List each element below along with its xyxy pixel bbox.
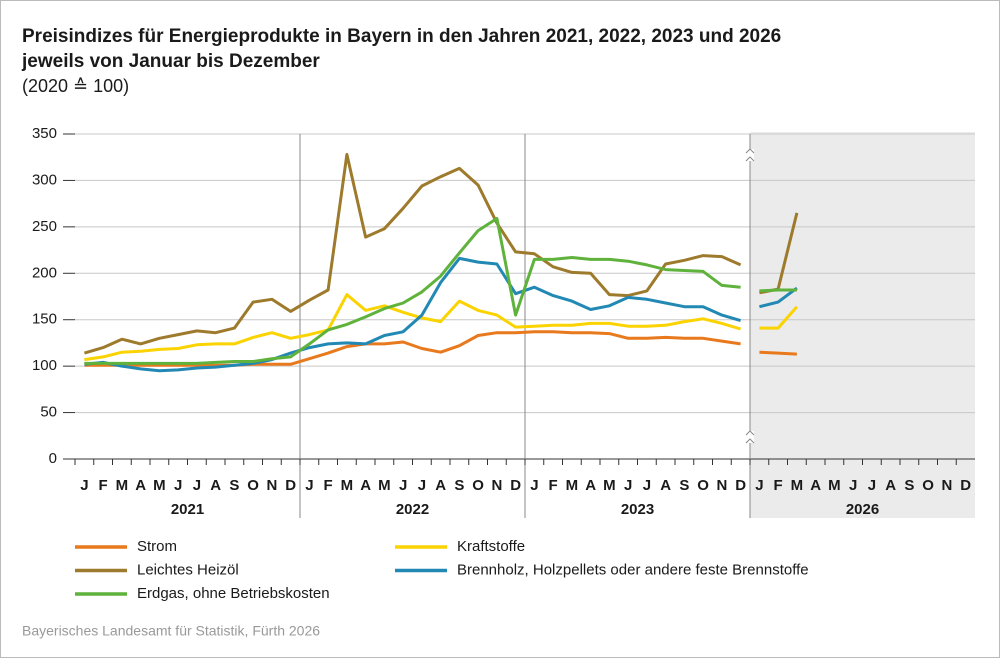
x-tick-label: D [285,477,296,494]
x-tick-label: A [135,477,146,494]
x-tick-label: J [305,477,313,494]
legend-label: Erdgas, ohne Betriebskosten [137,585,330,602]
year-label: 2026 [846,501,879,518]
x-tick-label: J [399,477,407,494]
x-tick-label: J [193,477,201,494]
axis-break-gap [746,431,754,443]
x-tick-label: M [791,477,804,494]
x-tick-label: A [360,477,371,494]
x-tick-label: J [174,477,182,494]
legend-label: Strom [137,538,177,555]
x-tick-label: A [210,477,221,494]
x-tick-label: N [491,477,502,494]
x-tick-label: F [324,477,333,494]
x-tick-label: D [960,477,971,494]
x-tick-label: M [566,477,579,494]
x-tick-label: J [643,477,651,494]
x-tick-label: O [697,477,709,494]
x-tick-label: J [755,477,763,494]
legend-label: Kraftstoffe [457,538,525,555]
chart-title: Preisindizes für Energieprodukte in Baye… [22,26,781,47]
x-tick-label: S [454,477,464,494]
y-tick-label: 150 [32,311,57,328]
x-tick-label: N [266,477,277,494]
source: Bayerisches Landesamt für Statistik, Für… [22,623,320,639]
year-label: 2022 [396,501,429,518]
x-tick-label: M [153,477,166,494]
y-tick-label: 350 [32,125,57,142]
x-tick-label: J [530,477,538,494]
x-tick-label: S [679,477,689,494]
x-tick-label: S [229,477,239,494]
x-tick-label: N [716,477,727,494]
x-tick-label: F [99,477,108,494]
axis-break-gap [746,149,754,161]
year-label: 2023 [621,501,654,518]
x-tick-label: A [585,477,596,494]
y-tick-label: 50 [40,404,57,421]
y-tick-label: 100 [32,357,57,374]
x-tick-label: M [603,477,616,494]
series-line [84,330,797,367]
x-tick-label: M [116,477,129,494]
x-tick-label: J [80,477,88,494]
y-tick-label: 300 [32,171,57,188]
series-line [84,256,798,373]
x-tick-label: S [904,477,914,494]
y-tick-label: 200 [32,264,57,281]
legend-label: Leichtes Heizöl [137,561,239,578]
legend-label: Brennholz, Holzpellets oder andere feste… [457,561,809,578]
y-tick-label: 0 [49,450,57,467]
x-tick-label: M [341,477,354,494]
x-tick-label: M [378,477,391,494]
x-tick-label: D [510,477,521,494]
x-tick-label: A [810,477,821,494]
x-tick-label: J [418,477,426,494]
forecast-shade [750,132,975,518]
y-tick-label: 250 [32,218,57,235]
x-tick-label: O [472,477,484,494]
x-tick-label: J [849,477,857,494]
x-tick-label: O [247,477,259,494]
x-tick-label: A [885,477,896,494]
x-tick-label: N [941,477,952,494]
x-tick-label: F [774,477,783,494]
series-line [84,217,797,365]
year-label: 2021 [171,501,204,518]
x-tick-label: A [435,477,446,494]
chart-title-line2: jeweils von Januar bis Dezember [21,51,320,72]
x-tick-label: F [549,477,558,494]
series-line [84,293,799,362]
axis-break [745,148,755,162]
series-line [83,152,799,355]
x-tick-label: J [624,477,632,494]
x-tick-label: O [922,477,934,494]
x-tick-label: M [828,477,841,494]
axis-break [745,430,755,444]
x-tick-label: D [735,477,746,494]
x-tick-label: J [868,477,876,494]
x-tick-label: A [660,477,671,494]
chart-subtitle: (2020 ≙ 100) [22,76,129,96]
